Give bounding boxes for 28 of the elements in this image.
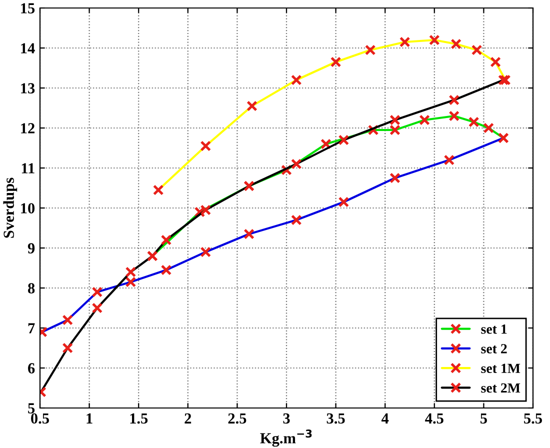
y-axis-title: Sverdups xyxy=(3,178,18,238)
x-tick-label: 1.5 xyxy=(130,413,148,424)
y-tick-label: 10 xyxy=(21,203,35,214)
x-tick-label: 4 xyxy=(381,413,389,424)
y-tick-label: 6 xyxy=(28,363,35,374)
x-tick-label: 1 xyxy=(86,413,92,424)
y-tick-label: 7 xyxy=(28,323,35,334)
y-tick-label: 8 xyxy=(28,283,35,294)
x-tick-label: 2.5 xyxy=(228,413,246,424)
x-tick-label: 5 xyxy=(480,413,487,424)
y-tick-label: 14 xyxy=(21,43,35,54)
y-tick-label: 15 xyxy=(21,3,35,14)
y-tick-label: 9 xyxy=(28,243,35,254)
legend-label: set 1M xyxy=(481,364,520,374)
x-tick-label: 5.5 xyxy=(524,413,542,424)
x-tick-label: 3.5 xyxy=(326,413,345,424)
y-tick-label: 13 xyxy=(21,83,35,94)
legend-label: set 2M xyxy=(481,383,520,393)
y-tick-label: 11 xyxy=(22,163,34,174)
y-tick-label: 5 xyxy=(28,403,35,414)
y-tick-label: 12 xyxy=(21,123,34,134)
x-tick-label: 0.5 xyxy=(31,413,49,424)
x-axis-title: Kg.m$^{−3}$ xyxy=(260,429,312,447)
legend-label: set 1 xyxy=(481,324,507,334)
x-tick-label: 3 xyxy=(283,413,290,424)
x-tick-label: 2 xyxy=(184,413,192,424)
x-tick-label: 4.5 xyxy=(425,413,444,424)
legend-label: set 2 xyxy=(481,344,507,354)
